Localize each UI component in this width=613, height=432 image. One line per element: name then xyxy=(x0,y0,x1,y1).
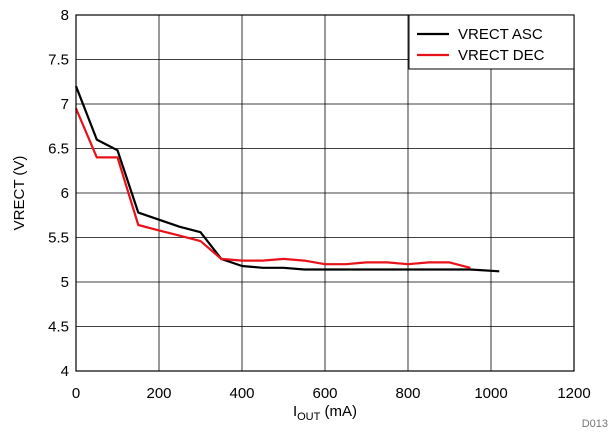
x-tick-label: 0 xyxy=(72,385,80,402)
x-tick-label: 400 xyxy=(229,385,254,402)
x-tick-label: 1000 xyxy=(474,385,507,402)
plot-frame xyxy=(75,14,575,372)
series-line-vrect-asc xyxy=(74,85,500,273)
legend-label: VRECT ASC xyxy=(458,26,543,43)
y-tick-label: 5.5 xyxy=(48,230,69,247)
y-tick-label: 5 xyxy=(61,274,69,291)
y-tick-label: 6 xyxy=(61,185,69,202)
series-lines xyxy=(74,85,500,273)
legend: VRECT ASC VRECT DEC xyxy=(408,14,575,70)
x-tick-labels: 0 200 400 600 800 1000 1200 xyxy=(72,385,591,402)
x-tick-label: 1200 xyxy=(557,385,590,402)
series-line-vrect-dec xyxy=(74,107,471,269)
y-tick-label: 7.5 xyxy=(48,52,69,69)
x-tick-label: 800 xyxy=(395,385,420,402)
y-tick-label: 4 xyxy=(61,363,69,380)
y-tick-label: 8 xyxy=(61,7,69,24)
legend-label: VRECT DEC xyxy=(458,47,545,64)
y-tick-label: 7 xyxy=(61,96,69,113)
y-tick-labels: 4 4.5 5 5.5 6 6.5 7 7.5 8 xyxy=(48,7,69,380)
x-axis-title: IOUT (mA) xyxy=(293,403,357,423)
legend-box xyxy=(408,14,575,70)
y-tick-label: 6.5 xyxy=(48,141,69,158)
x-tick-label: 200 xyxy=(146,385,171,402)
x-axis-title-unit: (mA) xyxy=(320,403,357,420)
y-tick-label: 4.5 xyxy=(48,319,69,336)
x-tick-label: 600 xyxy=(312,385,337,402)
y-axis-title: VRECT (V) xyxy=(11,156,28,231)
x-axis-title-subscript: OUT xyxy=(297,411,321,423)
figure-note: D013 xyxy=(582,418,608,430)
